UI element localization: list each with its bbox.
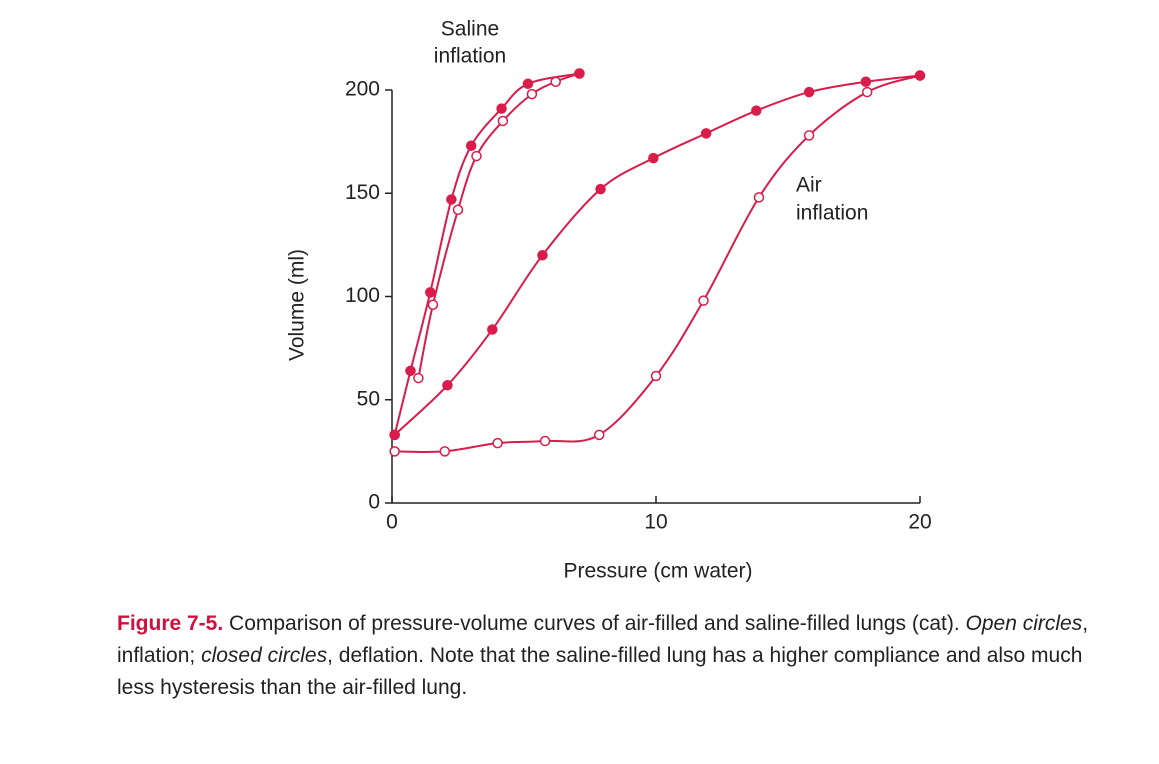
series-line <box>393 74 921 436</box>
data-point <box>492 437 503 449</box>
y-tick-label: 0 <box>368 491 380 514</box>
data-point <box>471 150 482 162</box>
data-point <box>753 192 765 203</box>
annotation: Saline <box>441 18 499 41</box>
caption-text: , deflation. Note that the saline-filled… <box>117 644 1083 699</box>
data-point <box>700 128 712 139</box>
data-point <box>803 130 815 141</box>
data-point <box>389 446 400 457</box>
caption-text: , inflation; <box>117 612 1089 667</box>
data-point <box>496 103 507 114</box>
caption-text: closed circles <box>201 644 328 667</box>
data-point <box>650 370 662 382</box>
data-point <box>427 299 439 311</box>
data-point <box>593 429 605 441</box>
data-point <box>539 435 551 447</box>
x-tick-label: 0 <box>386 511 398 534</box>
x-tick-label: 20 <box>908 511 931 534</box>
x-axis-label: Pressure (cm water) <box>563 560 752 583</box>
data-point <box>405 365 416 377</box>
data-point <box>537 249 548 261</box>
figure-label: Figure 7-5. <box>117 612 224 635</box>
y-tick-label: 150 <box>345 181 380 204</box>
y-tick-label: 100 <box>345 284 380 307</box>
data-point <box>803 86 815 98</box>
data-point <box>860 76 872 87</box>
data-point <box>413 372 424 384</box>
data-point <box>439 446 451 457</box>
data-point <box>648 152 659 164</box>
data-point <box>574 68 585 79</box>
caption-text: Open circles <box>965 612 1083 635</box>
data-point <box>452 204 464 216</box>
data-point <box>425 287 436 298</box>
annotation: Air <box>796 174 822 197</box>
data-point <box>497 115 509 127</box>
data-point <box>487 324 498 335</box>
data-point <box>751 105 762 116</box>
y-tick-label: 200 <box>345 78 380 101</box>
x-tick-label: 10 <box>644 511 667 534</box>
annotation: inflation <box>796 202 868 225</box>
data-point <box>442 380 453 391</box>
annotation: inflation <box>434 45 506 68</box>
data-point <box>446 194 457 205</box>
chart: Pressure (cm water) Volume (ml) Saline i… <box>286 18 932 583</box>
data-point <box>522 78 534 90</box>
data-point <box>595 183 606 195</box>
y-tick-label: 50 <box>357 387 380 410</box>
y-axis-label: Volume (ml) <box>286 249 309 361</box>
caption-text: Comparison of pressure-volume curves of … <box>223 612 966 635</box>
data-point <box>389 429 400 441</box>
data-point <box>861 86 873 98</box>
caption: Figure 7-5. Comparison of pressure-volum… <box>117 608 1107 704</box>
data-point <box>914 70 926 81</box>
data-point <box>526 88 538 100</box>
data-point <box>465 140 477 152</box>
data-point <box>698 295 709 306</box>
series-line <box>394 74 921 453</box>
